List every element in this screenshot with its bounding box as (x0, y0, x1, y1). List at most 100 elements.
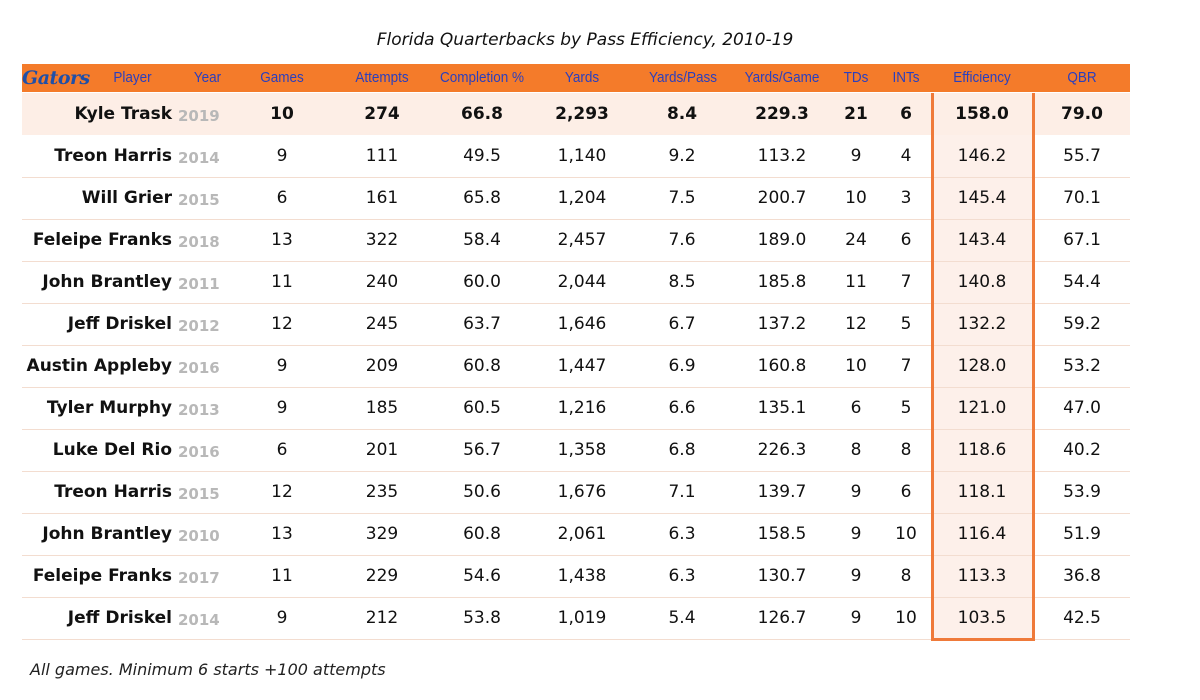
cell-completion: 65.8 (463, 188, 501, 208)
cell-completion: 66.8 (461, 104, 503, 124)
player-name: Feleipe Franks (32, 566, 172, 586)
player-name: Tyler Murphy (46, 398, 172, 418)
cell-completion: 49.5 (463, 146, 501, 166)
cell-attempts: 235 (365, 482, 399, 502)
cell-games: 6 (276, 440, 288, 460)
cell-completion: 56.7 (463, 440, 501, 460)
player-year: 2016 (178, 443, 220, 461)
cell-qbr: 54.4 (1063, 272, 1101, 292)
player-year: 2019 (178, 107, 220, 125)
player-name: Will Grier (81, 188, 172, 208)
cell-attempts: 329 (365, 524, 399, 544)
player-year: 2014 (178, 149, 220, 167)
cell-qbr: 53.9 (1063, 482, 1101, 502)
efficiency-column-bg (931, 93, 1033, 639)
cell-ypp: 6.8 (668, 440, 696, 460)
cell-attempts: 229 (365, 566, 399, 586)
cell-attempts: 240 (365, 272, 399, 292)
cell-ypg: 160.8 (757, 356, 807, 376)
cell-completion: 58.4 (463, 230, 501, 250)
cell-games: 13 (271, 230, 293, 250)
cell-games: 9 (276, 398, 288, 418)
cell-efficiency: 158.0 (955, 104, 1009, 124)
player-name: John Brantley (42, 524, 172, 544)
cell-efficiency: 118.1 (957, 482, 1007, 502)
cell-tds: 9 (850, 482, 862, 502)
column-header-2: Games (260, 69, 304, 86)
cell-ypp: 5.4 (668, 608, 696, 628)
player-name: John Brantley (42, 272, 172, 292)
cell-attempts: 212 (365, 608, 399, 628)
cell-attempts: 322 (365, 230, 399, 250)
cell-ints: 7 (900, 356, 912, 376)
cell-ypg: 189.0 (757, 230, 807, 250)
table-row: Jeff Driskel 2014 9 212 53.8 1,019 5.4 126.7 9 10… (22, 597, 1130, 640)
table-row: Feleipe Franks 2017 11 229 54.6 1,438 6.3 130.7… (22, 555, 1130, 598)
cell-completion: 50.6 (463, 482, 501, 502)
cell-games: 12 (271, 482, 293, 502)
cell-tds: 24 (845, 230, 867, 250)
cell-yards: 2,044 (557, 272, 607, 292)
cell-attempts: 185 (365, 398, 399, 418)
cell-tds: 9 (850, 524, 862, 544)
cell-yards: 1,646 (557, 314, 607, 334)
cell-efficiency: 140.8 (957, 272, 1007, 292)
cell-yards: 1,204 (557, 188, 607, 208)
column-header-11: QBR (1067, 69, 1097, 86)
cell-games: 9 (276, 146, 288, 166)
cell-qbr: 67.1 (1063, 230, 1101, 250)
cell-ypp: 6.9 (668, 356, 696, 376)
cell-ypp: 7.5 (668, 188, 696, 208)
cell-completion: 53.8 (463, 608, 501, 628)
cell-games: 10 (270, 104, 294, 124)
player-year: 2013 (178, 401, 220, 419)
table-row: Will Grier 2015 6 161 65.8 1,204 7.5 200.7 10 3 14… (22, 177, 1130, 220)
column-header-4: Completion % (439, 69, 525, 86)
cell-yards: 1,216 (557, 398, 607, 418)
cell-tds: 11 (845, 272, 867, 292)
player-name: Jeff Driskel (67, 608, 172, 628)
table-row: John Brantley 2010 13 329 60.8 2,061 6.3 158.5 9… (22, 513, 1130, 556)
cell-completion: 54.6 (463, 566, 501, 586)
cell-yards: 1,438 (557, 566, 607, 586)
cell-games: 9 (276, 356, 288, 376)
player-name: Feleipe Franks (32, 230, 172, 250)
cell-ypg: 139.7 (757, 482, 807, 502)
player-year: 2015 (178, 191, 220, 209)
cell-ypg: 200.7 (757, 188, 807, 208)
player-name: Luke Del Rio (52, 440, 172, 460)
cell-yards: 2,061 (557, 524, 607, 544)
cell-yards: 1,019 (557, 608, 607, 628)
cell-qbr: 51.9 (1063, 524, 1101, 544)
cell-ypg: 137.2 (757, 314, 807, 334)
cell-efficiency: 146.2 (957, 146, 1007, 166)
player-name: Kyle Trask (74, 104, 172, 124)
cell-ypp: 6.3 (668, 566, 696, 586)
player-year: 2014 (178, 611, 220, 629)
cell-efficiency: 145.4 (957, 188, 1007, 208)
cell-qbr: 70.1 (1063, 188, 1101, 208)
gators-logo: Gators (22, 64, 90, 92)
table-row: Treon Harris 2014 9 111 49.5 1,140 9.2 113.2 9 4 1… (22, 135, 1130, 178)
cell-attempts: 274 (364, 104, 400, 124)
table-row: Austin Appleby 2016 9 209 60.8 1,447 6.9 160.8 1… (22, 345, 1130, 388)
cell-completion: 60.5 (463, 398, 501, 418)
cell-ypg: 226.3 (757, 440, 807, 460)
table-row: John Brantley 2011 11 240 60.0 2,044 8.5 185.8 1… (22, 261, 1130, 304)
table-row: Tyler Murphy 2013 9 185 60.5 1,216 6.6 135.1 6 5 1… (22, 387, 1130, 430)
cell-ypp: 8.5 (668, 272, 696, 292)
cell-qbr: 53.2 (1063, 356, 1101, 376)
cell-ypp: 6.3 (668, 524, 696, 544)
cell-ypg: 135.1 (757, 398, 807, 418)
cell-qbr: 55.7 (1063, 146, 1101, 166)
table-row: Treon Harris 2015 12 235 50.6 1,676 7.1 139.7 9 6… (22, 471, 1130, 514)
player-name: Austin Appleby (26, 356, 172, 376)
cell-ypg: 158.5 (757, 524, 807, 544)
cell-efficiency: 121.0 (957, 398, 1007, 418)
cell-yards: 1,140 (557, 146, 607, 166)
cell-completion: 60.8 (463, 356, 501, 376)
cell-ints: 8 (900, 566, 912, 586)
table-header (22, 64, 1130, 92)
cell-ypp: 9.2 (668, 146, 696, 166)
cell-games: 13 (271, 524, 293, 544)
